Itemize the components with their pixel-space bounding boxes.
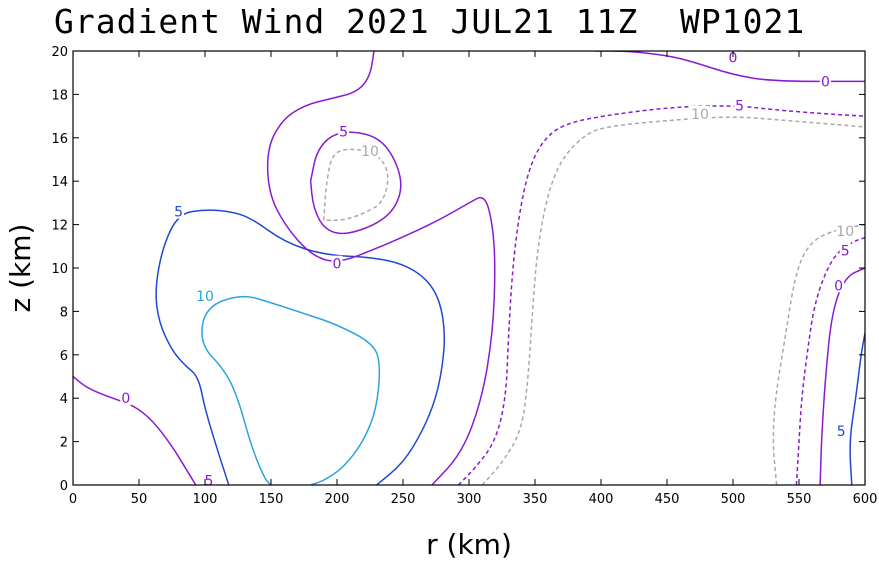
y-tick-label: 8	[60, 305, 68, 320]
x-axis-label: r (km)	[426, 528, 512, 561]
contour-label: 10	[836, 224, 854, 240]
contour-label: 0	[834, 278, 843, 294]
contour-line-0-4	[73, 375, 197, 485]
x-tick-label: 100	[193, 492, 218, 507]
contour-label: 5	[837, 424, 846, 440]
contour-label-bg	[833, 277, 845, 293]
plot-frame	[72, 50, 866, 486]
contour-label-bg	[331, 255, 343, 271]
contour-label: 5	[735, 98, 744, 114]
x-tick-label: 550	[787, 492, 812, 507]
contour-line--10-11	[481, 116, 865, 485]
x-tick-label: 50	[131, 492, 148, 507]
contour-label-bg	[839, 242, 851, 258]
y-tick-label: 6	[60, 349, 68, 364]
x-tick-label: 400	[589, 492, 614, 507]
contour-label: 5	[174, 205, 183, 221]
contour-line--5-9	[795, 236, 865, 485]
x-tick-label: 250	[391, 492, 416, 507]
contour-line-10-0	[201, 295, 381, 485]
contour-label: 0	[729, 51, 738, 67]
contour-label: 0	[821, 74, 830, 90]
contour-label-bg	[835, 422, 847, 438]
contour-label: 10	[196, 289, 214, 305]
y-tick-label: 0	[60, 479, 68, 494]
y-tick-label: 4	[60, 392, 68, 407]
x-tick-label: 600	[853, 492, 878, 507]
contour-label-bg	[727, 49, 739, 65]
contour-label: 5	[841, 244, 850, 260]
contour-line-0-5	[594, 51, 865, 83]
contour-label: 10	[361, 144, 379, 160]
x-tick-label: 200	[325, 492, 350, 507]
contour-label-bg	[120, 390, 132, 406]
y-tick-label: 16	[51, 132, 68, 147]
contour-label-bg	[836, 223, 855, 239]
contour-labels: 10 5 5 0 0 0 0 0 5 5 5 5 10 10 10	[120, 49, 855, 490]
y-axis-label: z (km)	[4, 224, 37, 313]
contour-lines	[73, 51, 865, 485]
contour-label-bg	[173, 203, 185, 219]
contour-label-bg	[819, 73, 831, 89]
x-tick-label: 450	[655, 492, 680, 507]
y-tick-label: 12	[51, 219, 68, 234]
x-tick-label: 350	[523, 492, 548, 507]
contour-label-bg	[338, 123, 350, 139]
y-tick-label: 10	[51, 262, 68, 277]
contour-line-5-1	[155, 209, 446, 485]
contour-label-bg	[203, 472, 215, 488]
x-tick-label: 150	[259, 492, 284, 507]
contour-line-0-3	[266, 51, 496, 485]
contour-line-5-2	[849, 332, 865, 485]
contour-label: 5	[204, 474, 213, 490]
x-tick-label: 300	[457, 492, 482, 507]
y-tick-label: 2	[60, 436, 68, 451]
contour-label: 0	[333, 257, 342, 273]
x-tick-label: 500	[721, 492, 746, 507]
x-tick-label: 0	[69, 492, 77, 507]
contour-label: 5	[339, 124, 348, 140]
contour-label-bg	[734, 97, 746, 113]
y-tick-label: 20	[51, 45, 68, 60]
contour-label-bg	[196, 288, 214, 304]
contour-line--10-10	[323, 148, 389, 222]
contour-label-bg	[691, 105, 709, 121]
contour-label: 0	[121, 391, 130, 407]
chart-title: Gradient Wind 2021 JUL21 11Z WP1021	[54, 2, 806, 41]
contour-label: 10	[691, 107, 709, 123]
contour-line--10-12	[772, 223, 865, 485]
y-tick-label: 18	[51, 88, 68, 103]
contour-label-bg	[361, 142, 379, 158]
axes: 0 50 100 150 200 250 300 350 400 450 500 550 6000246…	[4, 45, 877, 561]
y-tick-label: 14	[51, 175, 68, 190]
contour-line--5-8	[457, 105, 865, 485]
